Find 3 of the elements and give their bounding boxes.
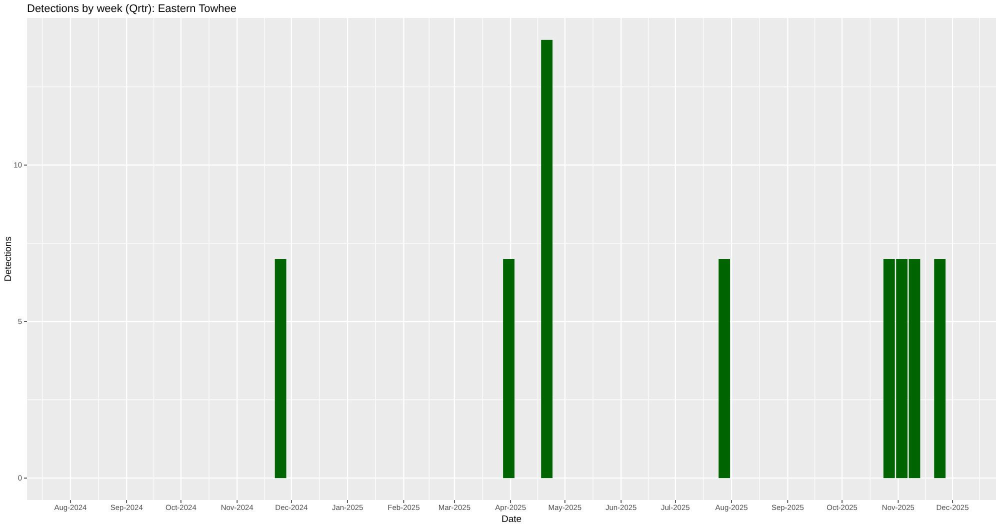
- y-axis-title: Detections: [3, 236, 14, 282]
- x-axis-title: Date: [501, 514, 522, 525]
- chart-title: Detections by week (Qrtr): Eastern Towhee: [27, 3, 236, 15]
